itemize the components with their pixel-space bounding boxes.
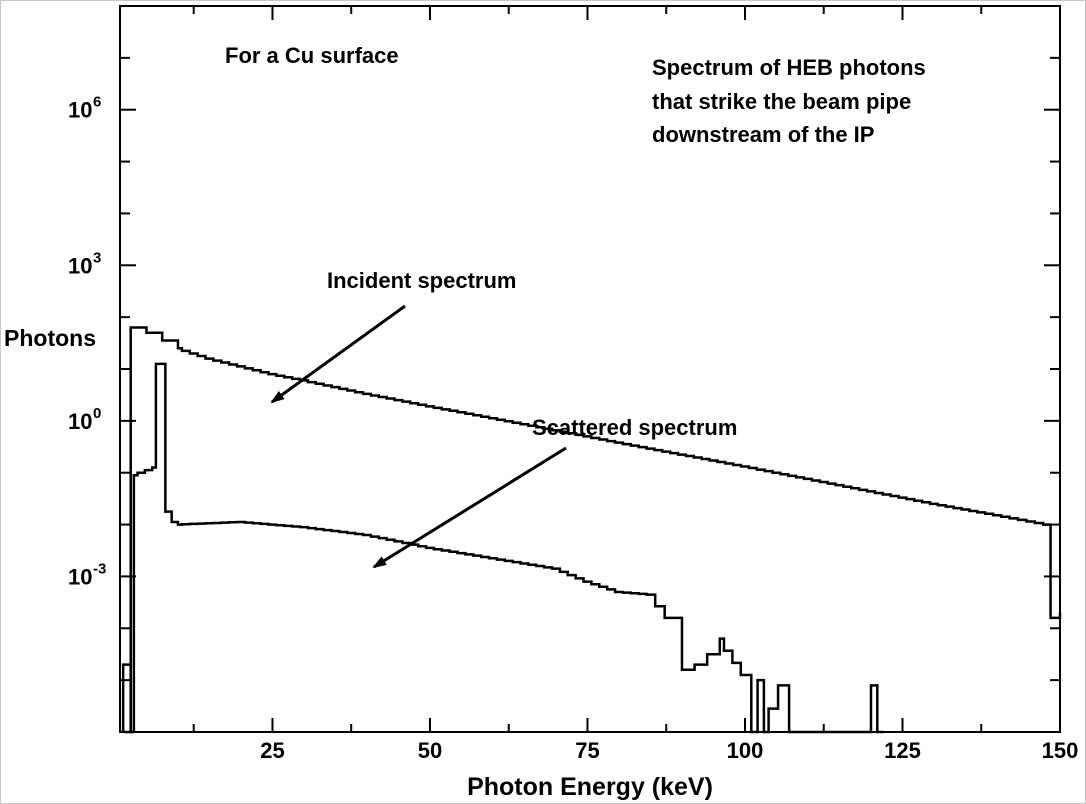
annotation-spectrum-line3: downstream of the IP xyxy=(652,122,874,147)
x-axis-label: Photon Energy (keV) xyxy=(467,773,713,801)
y-tick-label-exponent: 3 xyxy=(93,249,101,266)
annotation-incident: Incident spectrum xyxy=(327,268,516,293)
plot-area xyxy=(119,5,1061,733)
annotation-cu-surface: For a Cu surface xyxy=(225,43,399,68)
x-tick-label: 50 xyxy=(418,738,442,763)
y-tick-label-exponent: -3 xyxy=(93,560,106,577)
scattered-arrow xyxy=(372,446,567,569)
incident-spectrum-line xyxy=(124,326,1062,734)
y-axis-label: Photons xyxy=(4,325,96,351)
x-tick-label: 150 xyxy=(1042,738,1079,763)
x-tick-label: 125 xyxy=(884,738,921,763)
y-tick-label: 10 xyxy=(68,253,92,278)
y-tick-label: 10 xyxy=(68,409,92,434)
annotation-spectrum-line1: Spectrum of HEB photons xyxy=(652,55,926,80)
x-tick-labels: 25 50 75 100 125 150 xyxy=(260,738,1078,763)
y-tick-label-exponent: 6 xyxy=(93,94,101,111)
y-tick-label-exponent: 0 xyxy=(93,405,101,422)
scattered-spectrum-line xyxy=(121,362,884,734)
incident-arrow xyxy=(270,304,406,404)
x-tick-label: 25 xyxy=(260,738,284,763)
y-tick-label: 10 xyxy=(68,98,92,123)
x-tick-label: 100 xyxy=(727,738,764,763)
annotation-scattered: Scattered spectrum xyxy=(532,415,737,440)
annotation-spectrum-line2: that strike the beam pipe xyxy=(652,89,911,114)
axis-ticks xyxy=(120,6,1061,732)
y-tick-label: 10 xyxy=(68,564,92,589)
series-lines xyxy=(121,326,1062,734)
x-tick-label: 75 xyxy=(575,738,599,763)
